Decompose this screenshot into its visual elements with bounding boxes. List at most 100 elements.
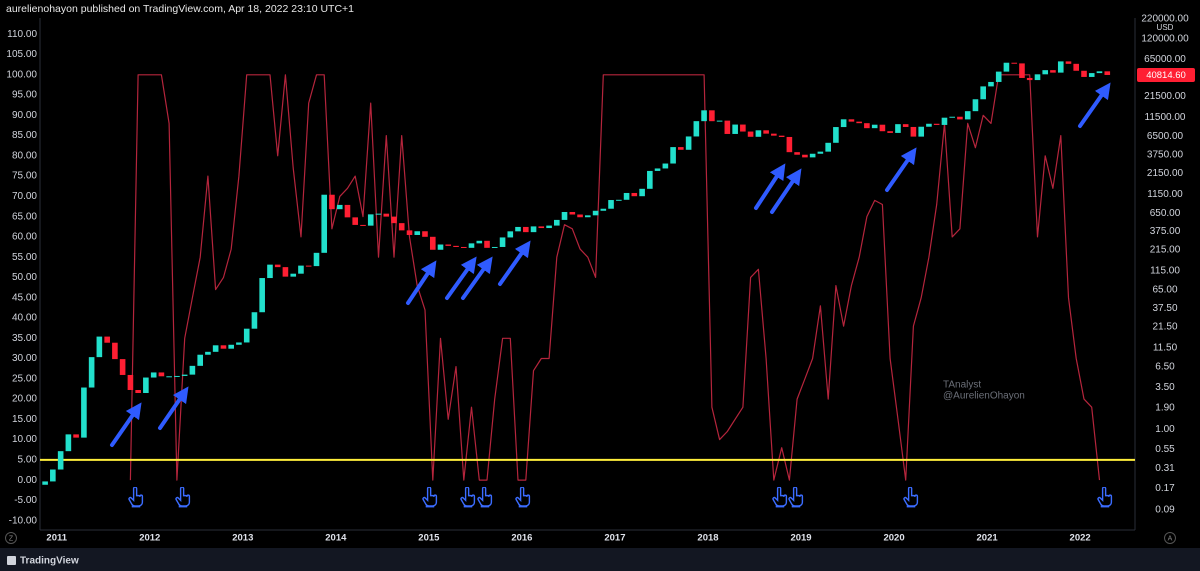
y-tick-label: 45.00 <box>12 292 37 303</box>
candle-body <box>205 351 211 355</box>
candle-body <box>143 377 149 394</box>
y-tick-label: 35.00 <box>12 333 37 344</box>
candle-body <box>964 111 971 120</box>
candle-body <box>995 71 1002 82</box>
x-tick-label: 2021 <box>977 533 999 544</box>
candle-body <box>895 124 901 133</box>
x-tick-label: 2013 <box>232 533 253 544</box>
y2-tick-label: 37.50 <box>1152 303 1177 314</box>
y2-tick-label: 1.90 <box>1155 403 1175 414</box>
candle-body <box>236 342 242 345</box>
y-tick-label: 65.00 <box>12 211 37 222</box>
y-tick-label: 110.00 <box>7 29 37 40</box>
corner-button-label[interactable]: A <box>1168 535 1173 542</box>
candle-body <box>212 345 219 352</box>
candle-body <box>980 86 986 100</box>
candle-body <box>654 168 661 171</box>
candle-body <box>887 131 893 133</box>
y2-tick-label: 650.00 <box>1150 208 1181 219</box>
candle-body <box>740 124 746 132</box>
candle-body <box>391 216 397 224</box>
candle-body <box>825 142 831 152</box>
candle-body <box>476 240 483 244</box>
candle-body <box>848 119 855 122</box>
candle-body <box>817 151 824 154</box>
candle-body <box>584 215 591 218</box>
candle-body <box>329 194 335 210</box>
candle-body <box>724 120 731 134</box>
candle-body <box>771 133 777 136</box>
y-tick-label: 85.00 <box>12 130 37 141</box>
x-tick-label: 2018 <box>697 533 718 544</box>
y-tick-label: 70.00 <box>12 191 37 202</box>
y2-tick-label: 0.31 <box>1155 463 1175 474</box>
y2-tick-label: 215.00 <box>1150 245 1181 256</box>
candle-body <box>1104 71 1111 75</box>
candle-body <box>507 231 514 238</box>
candle-body <box>290 273 297 277</box>
candle-body <box>600 208 607 211</box>
candle-body <box>732 124 738 134</box>
candle-body <box>685 136 692 150</box>
y-tick-label: 10.00 <box>12 434 37 445</box>
candle-body <box>794 152 800 155</box>
footer-brand: TradingView <box>20 556 79 567</box>
candle-body <box>833 127 839 143</box>
candle-body <box>1088 73 1095 77</box>
candle-body <box>592 210 599 216</box>
candle-body <box>197 354 204 366</box>
candle-body <box>267 264 273 279</box>
y-tick-label: 100.00 <box>6 69 37 80</box>
candle-body <box>321 194 328 253</box>
candle-body <box>802 154 808 158</box>
candle-body <box>608 200 614 209</box>
y-tick-label: 30.00 <box>12 353 37 364</box>
candle-body <box>88 357 95 388</box>
y-tick-label: -10.00 <box>9 515 38 526</box>
candle-body <box>1026 77 1033 81</box>
y2-tick-label: 0.17 <box>1155 483 1175 494</box>
candle-body <box>166 376 172 378</box>
candle-body <box>127 374 134 390</box>
x-tick-label: 2012 <box>139 533 160 544</box>
candle-body <box>422 231 428 237</box>
watermark: @AurelienOhayon <box>943 391 1025 402</box>
candle-body <box>42 481 48 485</box>
candle-body <box>647 170 653 189</box>
corner-button-label[interactable]: Z <box>9 535 14 542</box>
candle-body <box>220 345 227 349</box>
candle-body <box>662 163 669 169</box>
y-tick-label: 20.00 <box>12 394 37 405</box>
y2-tick-label: 21500.00 <box>1144 91 1186 102</box>
candle-body <box>902 124 909 127</box>
x-tick-label: 2019 <box>790 533 811 544</box>
candle-body <box>344 204 351 218</box>
candle-body <box>491 246 498 248</box>
candle-body <box>778 135 785 137</box>
candle-body <box>871 124 878 129</box>
candle-body <box>367 214 374 226</box>
y2-tick-label: 0.09 <box>1155 504 1175 515</box>
candle-body <box>926 123 932 127</box>
y-tick-label: 0.00 <box>18 475 38 486</box>
candle-body <box>181 374 188 376</box>
candle-body <box>957 116 963 120</box>
candle-body <box>840 119 847 128</box>
corner-button[interactable] <box>5 532 17 544</box>
candle-body <box>375 213 382 215</box>
candle-body <box>523 226 529 233</box>
candle-body <box>135 389 141 394</box>
candle-body <box>251 312 258 329</box>
y-tick-label: 55.00 <box>12 252 37 263</box>
candle-body <box>243 328 250 343</box>
candle-body <box>1003 62 1010 72</box>
candle-body <box>499 237 506 247</box>
candle-body <box>352 217 358 225</box>
candle-body <box>259 278 265 313</box>
corner-button[interactable] <box>1164 532 1176 544</box>
candle-body <box>763 130 769 134</box>
candle-body <box>65 434 72 452</box>
candle-body <box>616 199 622 201</box>
y-tick-label: 50.00 <box>12 272 37 283</box>
